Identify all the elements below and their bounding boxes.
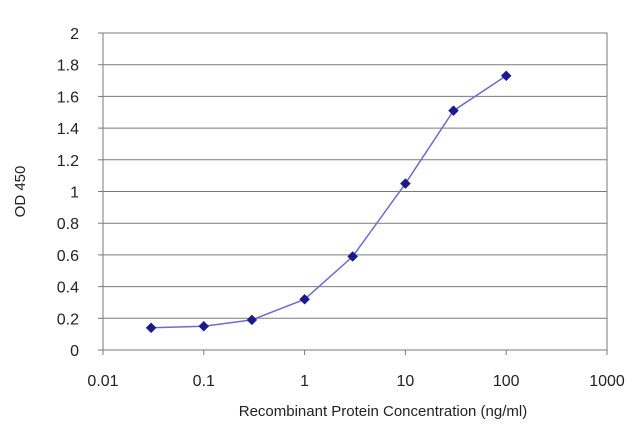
y-tick-label: 2 (70, 26, 79, 43)
y-tick-label: 1.2 (57, 153, 79, 170)
y-tick-label: 0 (70, 343, 79, 360)
x-axis-ticks: 0.01 0.1 1 10 100 1000 (87, 350, 625, 390)
data-point-marker (347, 251, 359, 262)
y-tick-label: 1.6 (57, 89, 79, 106)
x-axis-title: Recombinant Protein Concentration (ng/ml… (239, 403, 527, 420)
y-tick-label: 1.4 (57, 121, 79, 138)
data-point-marker (246, 314, 258, 326)
data-point-marker (500, 70, 512, 82)
x-tick-label: 0.01 (87, 373, 118, 390)
x-tick-label: 1 (300, 373, 309, 390)
y-axis-ticks: 0 0.2 0.4 0.6 0.8 1 1.2 1.4 1.6 1.8 2 (57, 26, 103, 360)
x-tick-label: 10 (397, 373, 415, 390)
series-line (151, 75, 507, 329)
y-axis-title: OD 450 (12, 166, 29, 218)
y-tick-label: 0.8 (57, 216, 79, 233)
y-tick-label: 0.2 (57, 311, 79, 328)
data-point-marker (198, 320, 210, 332)
data-point-marker (145, 322, 157, 334)
data-point-marker (448, 105, 459, 117)
data-point-marker (299, 293, 310, 305)
y-tick-label: 1.8 (57, 58, 79, 75)
x-tick-label: 1000 (589, 373, 625, 390)
y-tick-label: 1 (70, 185, 79, 202)
series-layer (145, 70, 512, 334)
y-tick-label: 0.4 (57, 280, 79, 297)
data-point-marker (400, 178, 411, 189)
x-tick-label: 100 (493, 373, 520, 390)
x-tick-label: 0.1 (193, 373, 215, 390)
y-tick-label: 0.6 (57, 248, 79, 265)
